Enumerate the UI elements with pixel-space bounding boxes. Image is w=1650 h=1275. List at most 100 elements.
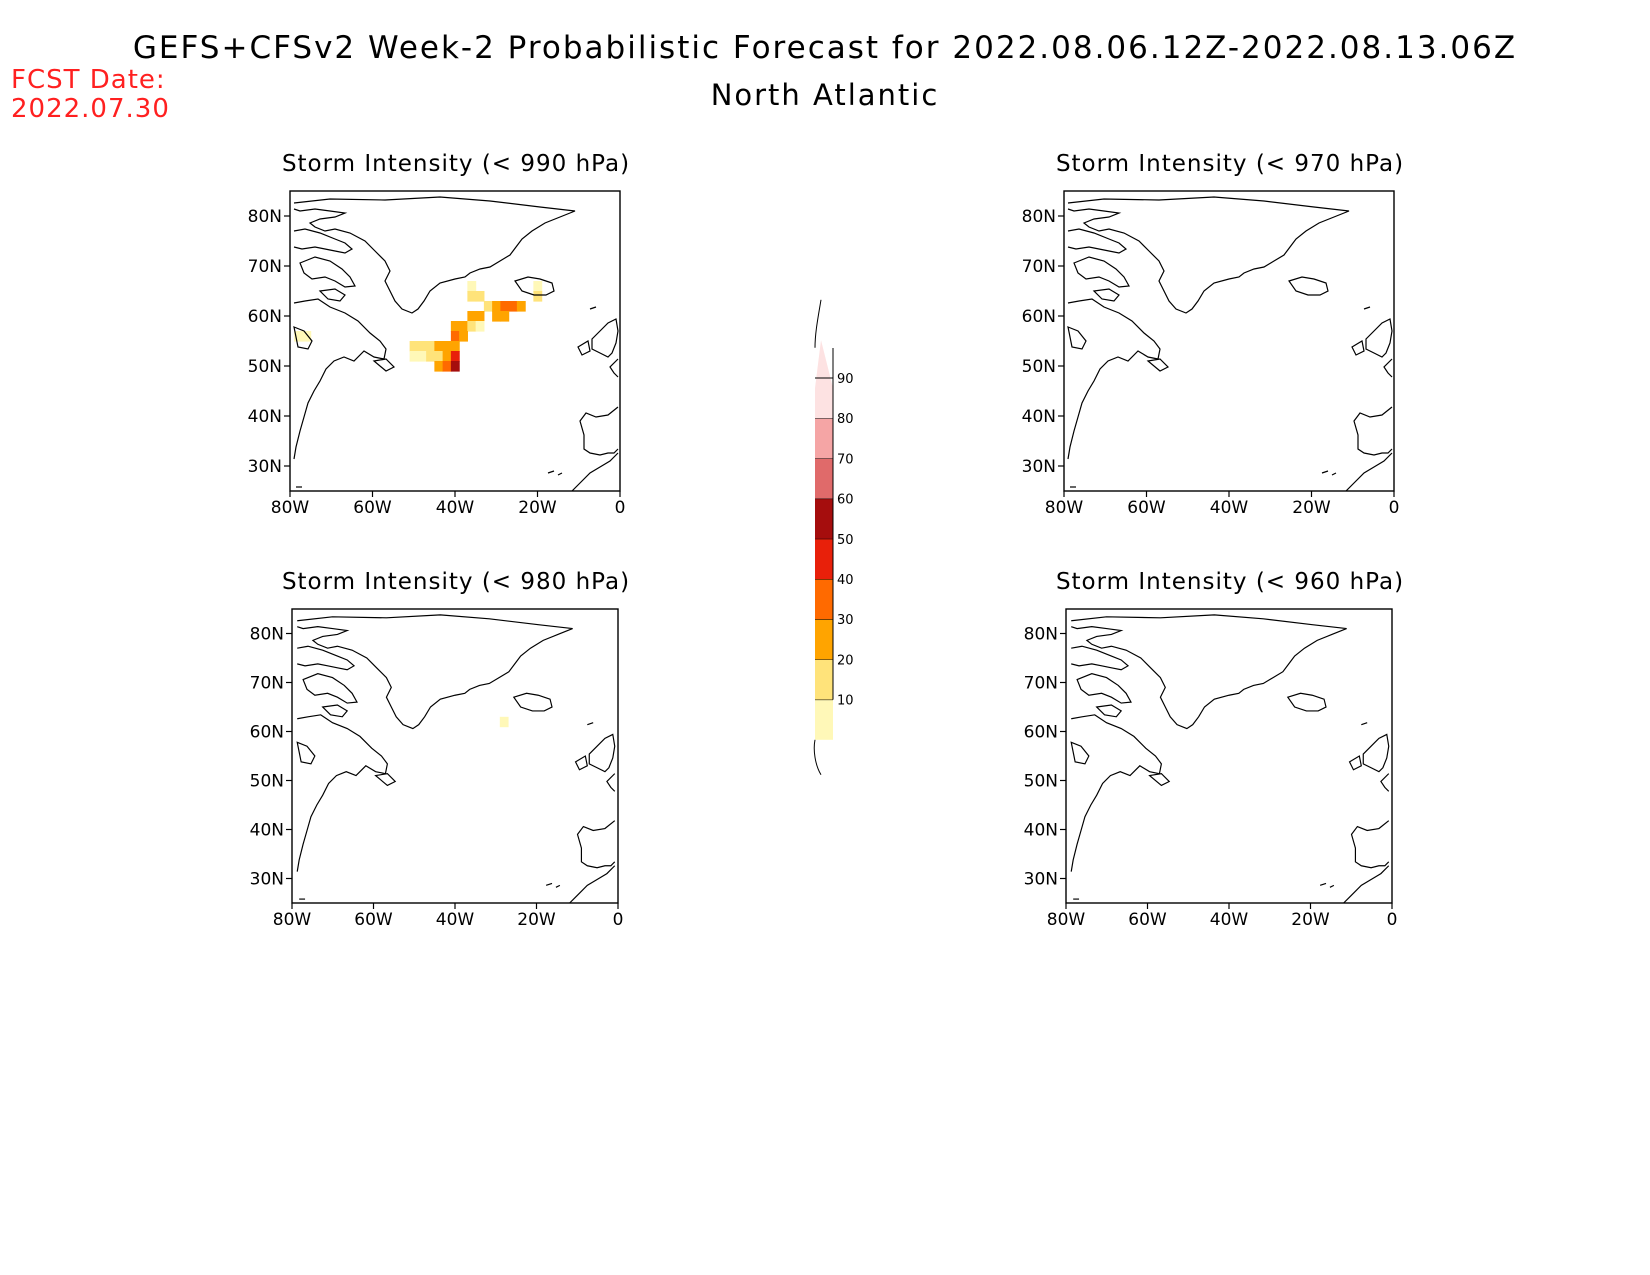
probability-cell (500, 301, 510, 312)
colorbar-cap (814, 299, 822, 348)
colorbar-segment (815, 619, 833, 660)
colorbar-tick-label: 40 (837, 573, 854, 588)
colorbar-tail (813, 739, 822, 776)
probability-cell (533, 291, 543, 302)
colorbar-tick-label: 60 (837, 493, 854, 508)
probability-cell (434, 351, 444, 362)
panels-layer: Storm Intensity (< 990 hPa) 80N 70N 60N 50N 4… (248, 151, 1404, 930)
probability-cell (442, 361, 452, 372)
lat-tick-label: 50N (248, 357, 282, 377)
colorbar-segment (815, 659, 833, 700)
colorbar-segment (815, 699, 833, 740)
lon-tick-label: 40W (1210, 910, 1249, 930)
lat-tick-label: 30N (1024, 870, 1058, 890)
lon-tick-label: 40W (436, 910, 475, 930)
lon-tick-label: 40W (1210, 498, 1249, 518)
probability-cell (500, 311, 510, 322)
probability-cell (467, 311, 477, 322)
probability-cell (434, 361, 444, 372)
probability-cell (467, 291, 477, 302)
probability-cell (442, 351, 452, 362)
region-subtitle: North Atlantic (710, 78, 940, 112)
lon-tick-label: 40W (436, 498, 475, 518)
lon-tick-label: 60W (353, 498, 392, 518)
probability-cell (294, 331, 303, 342)
map-panel-2: Storm Intensity (< 970 hPa) 80N 70N 60N 50N 4… (1022, 151, 1404, 518)
colorbar-tick-label: 70 (837, 452, 854, 467)
probability-cell (475, 321, 485, 332)
lon-tick-label: 60W (1128, 910, 1167, 930)
lat-tick-label: 50N (1022, 357, 1056, 377)
coastline (296, 614, 616, 903)
colorbar-segment (815, 498, 833, 539)
probability-cell (302, 331, 312, 342)
probability-cell (450, 321, 460, 332)
lat-tick-label: 70N (1024, 674, 1058, 694)
panel-title: Storm Intensity (< 990 hPa) (282, 151, 630, 177)
colorbar-segment (815, 538, 833, 579)
probability-cell (450, 331, 460, 342)
coastline (1067, 196, 1393, 491)
colorbar-tick-label: 30 (837, 613, 854, 628)
probability-cell (434, 341, 444, 352)
lon-tick-label: 60W (354, 910, 393, 930)
colorbar-tick-label: 20 (837, 653, 854, 668)
lon-tick-label: 20W (518, 498, 557, 518)
lat-tick-label: 80N (248, 207, 282, 227)
fcst-date-value: 2022.07.30 (11, 94, 170, 124)
lat-tick-label: 80N (250, 625, 284, 645)
colorbar-segment (815, 579, 833, 620)
lon-tick-label: 0 (613, 910, 624, 930)
lat-tick-label: 70N (250, 674, 284, 694)
panel-title: Storm Intensity (< 970 hPa) (1056, 151, 1404, 177)
lat-tick-label: 60N (1022, 307, 1056, 327)
probability-cell (426, 341, 435, 352)
lat-tick-label: 60N (248, 307, 282, 327)
lat-tick-label: 50N (250, 772, 284, 792)
probability-cell (483, 301, 493, 312)
probability-cell (442, 341, 452, 352)
lat-tick-label: 30N (1022, 457, 1056, 477)
probability-cell (508, 301, 518, 312)
coastline (1070, 614, 1390, 903)
colorbar-tick-label: 10 (837, 694, 854, 709)
main-title: GEFS+CFSv2 Week-2 Probabilistic Forecast… (132, 30, 1518, 66)
lat-tick-label: 40N (1024, 821, 1058, 841)
lon-tick-label: 20W (1292, 498, 1331, 518)
probability-cell (533, 281, 543, 292)
probability-cell (499, 716, 509, 728)
fcst-date-label: FCST Date: (11, 65, 166, 95)
lat-tick-label: 60N (250, 723, 284, 743)
probability-cell (426, 351, 435, 362)
lat-tick-label: 50N (1024, 772, 1058, 792)
lat-tick-label: 80N (1022, 207, 1056, 227)
map-frame (1065, 608, 1393, 904)
lon-tick-label: 80W (1045, 498, 1084, 518)
lat-tick-label: 40N (250, 821, 284, 841)
lat-tick-label: 70N (248, 257, 282, 277)
probability-cell (467, 281, 477, 292)
panel-title: Storm Intensity (< 960 hPa) (1056, 569, 1404, 595)
lon-tick-label: 60W (1127, 498, 1166, 518)
map-frame (291, 608, 619, 904)
lat-tick-label: 60N (1024, 723, 1058, 743)
lon-tick-label: 0 (615, 498, 626, 518)
lat-tick-label: 80N (1024, 625, 1058, 645)
colorbar-tick-label: 90 (837, 372, 854, 387)
probability-cell (459, 331, 468, 342)
map-panel-4: Storm Intensity (< 960 hPa) 80N 70N 60N 50N 4… (1024, 569, 1404, 930)
colorbar: 10 20 30 40 50 60 70 80 90 (813, 299, 854, 776)
probability-cell (417, 351, 427, 362)
probability-cell (492, 311, 501, 322)
probability-cell (459, 321, 468, 332)
colorbar-tick-label: 50 (837, 533, 854, 548)
lon-tick-label: 80W (273, 910, 312, 930)
colorbar-segment (815, 418, 833, 459)
probability-cell (417, 341, 427, 352)
lat-tick-label: 30N (250, 870, 284, 890)
colorbar-tick-label: 80 (837, 412, 854, 427)
colorbar-segment (815, 458, 833, 499)
lon-tick-label: 80W (271, 498, 310, 518)
forecast-date-block: FCST Date: 2022.07.30 (11, 66, 170, 124)
